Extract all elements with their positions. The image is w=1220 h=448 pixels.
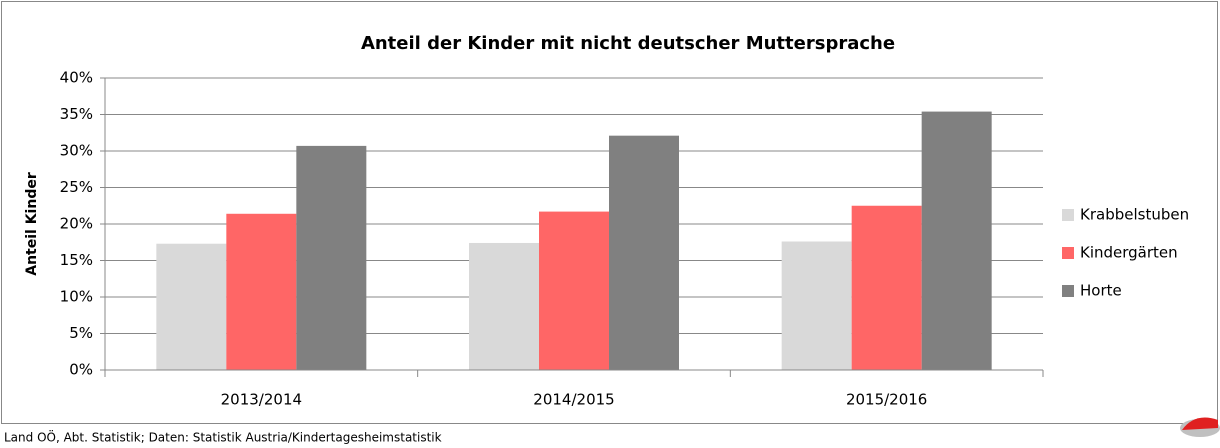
y-tick-label: 20% bbox=[60, 215, 93, 233]
y-tick-label: 5% bbox=[69, 324, 93, 342]
y-tick-label: 15% bbox=[60, 251, 93, 269]
y-tick-label: 35% bbox=[60, 105, 93, 123]
y-tick-label: 10% bbox=[60, 288, 93, 306]
y-axis-title: Anteil Kinder bbox=[24, 172, 40, 276]
bar bbox=[781, 241, 852, 370]
bar bbox=[921, 111, 992, 370]
legend-label: Horte bbox=[1080, 282, 1122, 300]
bar bbox=[226, 213, 297, 370]
x-tick-label: 2015/2016 bbox=[846, 391, 927, 409]
y-tick-label: 40% bbox=[60, 69, 93, 87]
chart-title: Anteil der Kinder mit nicht deutscher Mu… bbox=[361, 33, 895, 54]
bar bbox=[851, 205, 922, 370]
bar bbox=[296, 145, 367, 370]
legend-label: Kindergärten bbox=[1080, 244, 1178, 262]
bar bbox=[156, 243, 227, 370]
x-tick-label: 2014/2015 bbox=[533, 391, 614, 409]
legend-swatch bbox=[1062, 209, 1074, 221]
y-tick-label: 30% bbox=[60, 142, 93, 160]
legend-swatch bbox=[1062, 285, 1074, 297]
x-tick-label: 2013/2014 bbox=[221, 391, 302, 409]
bar bbox=[609, 135, 679, 370]
y-tick-label: 25% bbox=[60, 178, 93, 196]
y-tick-label: 0% bbox=[69, 361, 93, 379]
legend-swatch bbox=[1062, 247, 1074, 259]
bar bbox=[469, 242, 539, 370]
logo bbox=[1180, 417, 1220, 437]
source-note: Land OÖ, Abt. Statistik; Daten: Statisti… bbox=[4, 429, 442, 445]
bar bbox=[539, 211, 609, 370]
legend-label: Krabbelstuben bbox=[1080, 206, 1189, 224]
